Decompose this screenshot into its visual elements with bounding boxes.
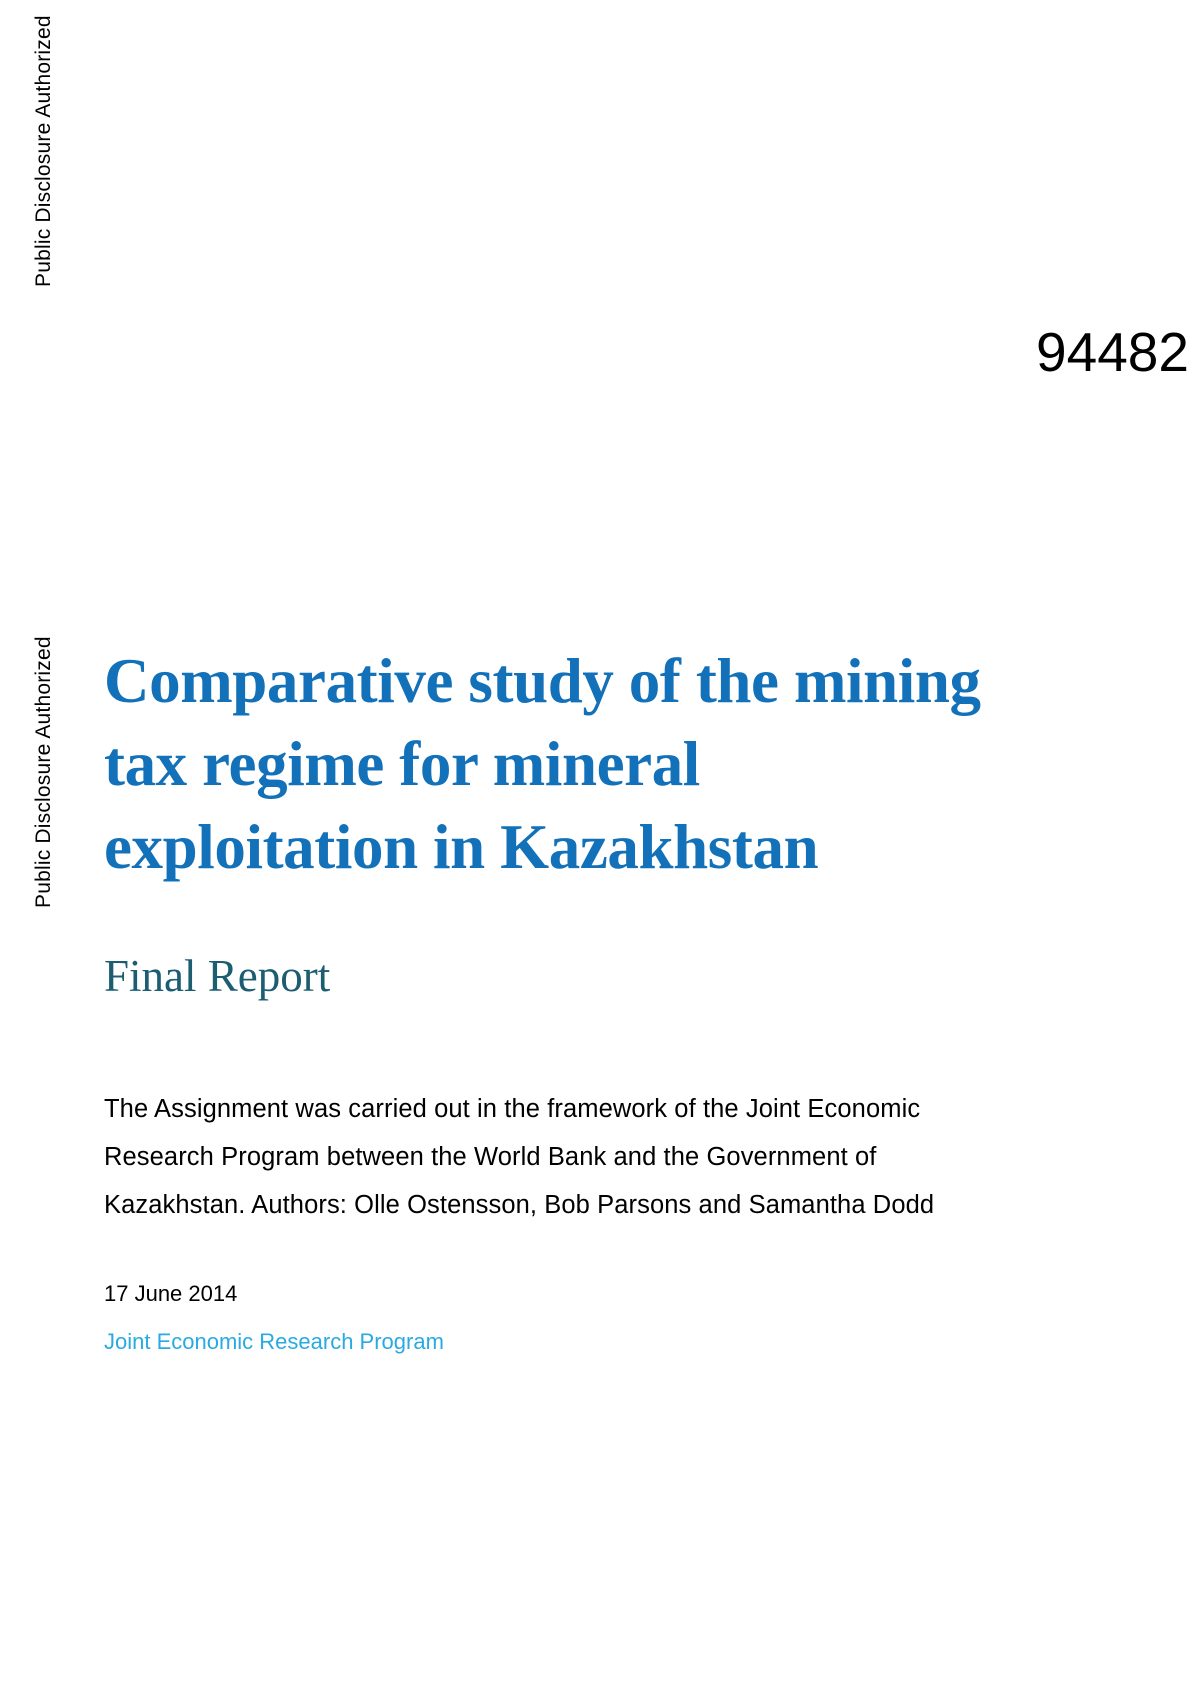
joint-economic-research-program-link[interactable]: Joint Economic Research Program — [104, 1329, 444, 1354]
page-title: Comparative study of the mining tax regi… — [104, 646, 981, 882]
report-id-number: 94482 — [1036, 321, 1189, 383]
public-disclosure-authorized-stamp-middle: Public Disclosure Authorized — [32, 636, 55, 908]
public-disclosure-authorized-stamp-top: Public Disclosure Authorized — [32, 15, 55, 287]
page-subtitle: Final Report — [104, 951, 331, 1001]
publication-date: 17 June 2014 — [104, 1281, 238, 1306]
abstract-paragraph: The Assignment was carried out in the fr… — [104, 1095, 935, 1219]
